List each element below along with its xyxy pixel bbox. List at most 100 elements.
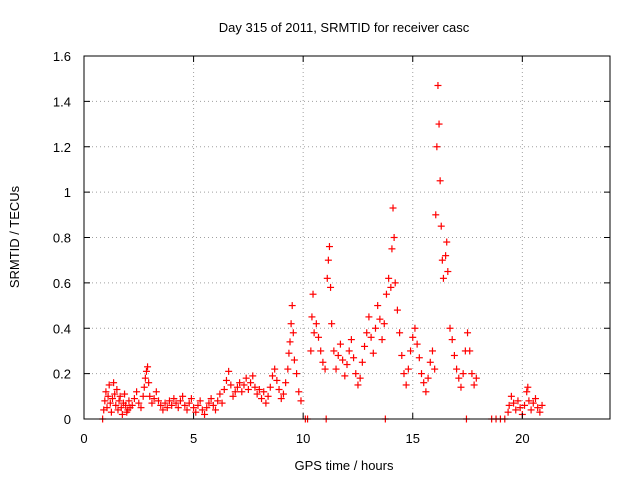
data-point xyxy=(116,392,124,400)
data-point xyxy=(236,379,244,387)
data-point xyxy=(179,392,187,400)
data-point xyxy=(529,399,537,407)
data-point xyxy=(148,399,156,407)
data-point xyxy=(108,395,116,403)
data-point xyxy=(286,338,294,346)
data-point xyxy=(133,388,141,396)
x-tick-label: 0 xyxy=(80,431,87,446)
data-point xyxy=(433,143,441,151)
data-point xyxy=(105,381,113,389)
data-point xyxy=(328,320,336,328)
data-point xyxy=(225,367,233,375)
data-point xyxy=(472,374,480,382)
data-point xyxy=(192,408,200,416)
data-point xyxy=(201,410,209,418)
data-point xyxy=(438,256,446,264)
data-point xyxy=(260,388,268,396)
data-point xyxy=(387,283,395,291)
data-point xyxy=(505,401,513,409)
data-point xyxy=(389,204,397,212)
y-tick-label: 1.2 xyxy=(53,140,71,155)
x-tick-label: 10 xyxy=(296,431,310,446)
data-point xyxy=(324,256,332,264)
data-point xyxy=(354,381,362,389)
data-point xyxy=(339,356,347,364)
data-point xyxy=(382,290,390,298)
data-point xyxy=(347,336,355,344)
data-point xyxy=(464,329,472,337)
data-point xyxy=(308,313,316,321)
data-point xyxy=(431,365,439,373)
data-point xyxy=(435,120,443,128)
data-point xyxy=(415,354,423,362)
data-point xyxy=(176,397,184,405)
data-point xyxy=(209,401,217,409)
data-point xyxy=(115,397,123,405)
y-tick-label: 1 xyxy=(64,185,71,200)
data-point xyxy=(130,395,138,403)
data-point xyxy=(170,395,178,403)
data-point xyxy=(332,365,340,373)
data-point xyxy=(229,392,237,400)
data-point xyxy=(218,399,226,407)
data-point xyxy=(450,351,458,359)
data-point xyxy=(273,376,281,384)
data-point xyxy=(161,399,169,407)
data-point xyxy=(277,395,285,403)
data-point xyxy=(426,358,434,366)
data-point xyxy=(514,397,522,405)
y-tick-label: 1.6 xyxy=(53,49,71,64)
data-point xyxy=(365,313,373,321)
data-point xyxy=(214,397,222,405)
data-point xyxy=(356,374,364,382)
data-point xyxy=(315,333,323,341)
data-point xyxy=(242,374,250,382)
data-point xyxy=(110,379,118,387)
data-point xyxy=(434,81,442,89)
data-point xyxy=(310,329,318,337)
data-point xyxy=(504,408,512,416)
data-point xyxy=(255,386,263,394)
data-point xyxy=(231,388,239,396)
data-point xyxy=(534,404,542,412)
data-point xyxy=(112,401,120,409)
data-point xyxy=(363,329,371,337)
data-point xyxy=(407,347,415,355)
data-point xyxy=(288,302,296,310)
data-point xyxy=(238,388,246,396)
data-point xyxy=(111,390,119,398)
data-point xyxy=(196,397,204,405)
data-point xyxy=(418,370,426,378)
data-point xyxy=(538,401,546,409)
data-point xyxy=(194,401,202,409)
data-point xyxy=(137,404,145,412)
data-point xyxy=(258,395,266,403)
x-axis-label: GPS time / hours xyxy=(295,458,394,473)
data-point xyxy=(163,404,171,412)
data-point xyxy=(470,381,478,389)
data-point xyxy=(327,283,335,291)
data-point xyxy=(207,395,215,403)
data-point xyxy=(531,395,539,403)
data-point xyxy=(101,397,109,405)
grid-lines xyxy=(84,56,610,419)
data-point xyxy=(336,340,344,348)
data-point xyxy=(448,336,456,344)
data-point xyxy=(409,333,417,341)
data-point xyxy=(507,392,515,400)
data-point xyxy=(140,383,148,391)
x-tick-label: 20 xyxy=(515,431,529,446)
data-point xyxy=(104,392,112,400)
data-point xyxy=(422,388,430,396)
data-point xyxy=(268,372,276,380)
data-point xyxy=(376,315,384,323)
data-point xyxy=(253,390,261,398)
data-point xyxy=(155,397,163,405)
data-point xyxy=(468,370,476,378)
data-point xyxy=(251,383,259,391)
data-point xyxy=(321,365,329,373)
y-tick-label: 0 xyxy=(64,412,71,427)
data-point xyxy=(369,349,377,357)
data-point xyxy=(279,390,287,398)
data-point xyxy=(352,370,360,378)
